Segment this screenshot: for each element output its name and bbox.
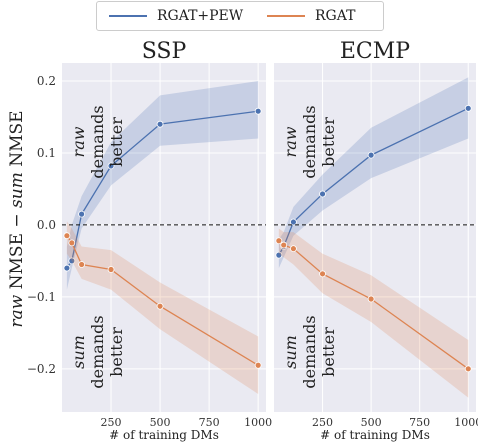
y-label-end: NMSE: [7, 110, 27, 172]
data-point: [63, 264, 71, 272]
data-point: [63, 232, 71, 240]
panel-title: SSP: [142, 39, 187, 64]
panel-background: [62, 63, 266, 412]
data-point: [68, 257, 76, 265]
data-point: [254, 107, 262, 115]
annotation-upper: raw: [69, 126, 88, 157]
data-point: [275, 251, 283, 259]
annotation-lower: better: [319, 327, 338, 377]
data-point: [156, 302, 164, 310]
panel-ecmp: 2505007501000ECMP# of training DMsrawdem…: [274, 39, 478, 442]
annotation-lower: better: [107, 327, 126, 377]
y-label-sum: sum: [7, 172, 27, 208]
annotation-upper: demands: [88, 105, 107, 178]
annotation-lower: demands: [300, 315, 319, 388]
data-point: [254, 361, 262, 369]
data-point: [156, 120, 164, 128]
confidence-band: [278, 228, 469, 398]
data-point: [464, 104, 472, 112]
data-point: [290, 218, 297, 226]
panel-title: ECMP: [340, 39, 410, 64]
x-tick-label: 750: [199, 416, 220, 429]
data-point: [319, 190, 326, 198]
y-label-mid: NMSE −: [7, 208, 27, 295]
legend-label-rgat-pew: RGAT+PEW: [157, 8, 244, 24]
y-label-raw: raw: [7, 294, 27, 327]
x-tick-label: 1000: [244, 416, 272, 429]
annotation-lower: sum: [281, 335, 300, 369]
data-point: [290, 245, 297, 253]
x-tick-label: 250: [312, 416, 333, 429]
data-point: [464, 365, 472, 373]
annotation-lower: demands: [88, 315, 107, 388]
confidence-band: [278, 77, 469, 269]
legend-label-rgat: RGAT: [315, 8, 356, 24]
y-axis-label: raw NMSE − sum NMSE: [7, 110, 27, 327]
annotation-upper: better: [319, 117, 338, 167]
data-point: [319, 270, 326, 278]
data-point: [107, 266, 115, 273]
x-tick-label: 500: [150, 416, 171, 429]
data-point: [68, 239, 76, 247]
confidence-band: [66, 80, 259, 290]
legend-swatch-rgat-pew: [109, 15, 147, 17]
y-tick-label: −0.1: [27, 290, 56, 304]
x-tick-label: 500: [361, 416, 382, 429]
annotation-lower: sum: [69, 335, 88, 369]
legend-entry-rgat-pew: RGAT+PEW: [109, 8, 243, 24]
annotation-upper: raw: [281, 126, 300, 157]
annotation-upper: better: [107, 117, 126, 167]
x-tick-label: 1000: [454, 416, 478, 429]
x-tick-label: 750: [409, 416, 430, 429]
data-point: [78, 210, 86, 218]
data-point: [280, 241, 288, 249]
x-tick-label: 250: [101, 416, 122, 429]
data-point: [367, 151, 375, 159]
y-tick-label: −0.2: [27, 362, 56, 376]
y-tick-label: 0.2: [37, 74, 56, 88]
annotation-upper: demands: [300, 105, 319, 178]
legend-entry-rgat: RGAT: [267, 8, 355, 24]
y-tick-label: 0.1: [37, 146, 56, 160]
data-point: [275, 237, 283, 245]
legend-swatch-rgat: [267, 15, 305, 17]
data-point: [367, 295, 375, 303]
y-tick-label: 0.0: [37, 218, 56, 232]
data-point: [107, 162, 115, 170]
legend: RGAT+PEW RGAT: [96, 1, 384, 31]
x-axis-label: # of training DMs: [320, 428, 430, 442]
data-point: [78, 261, 86, 268]
x-axis-label: # of training DMs: [109, 428, 219, 442]
